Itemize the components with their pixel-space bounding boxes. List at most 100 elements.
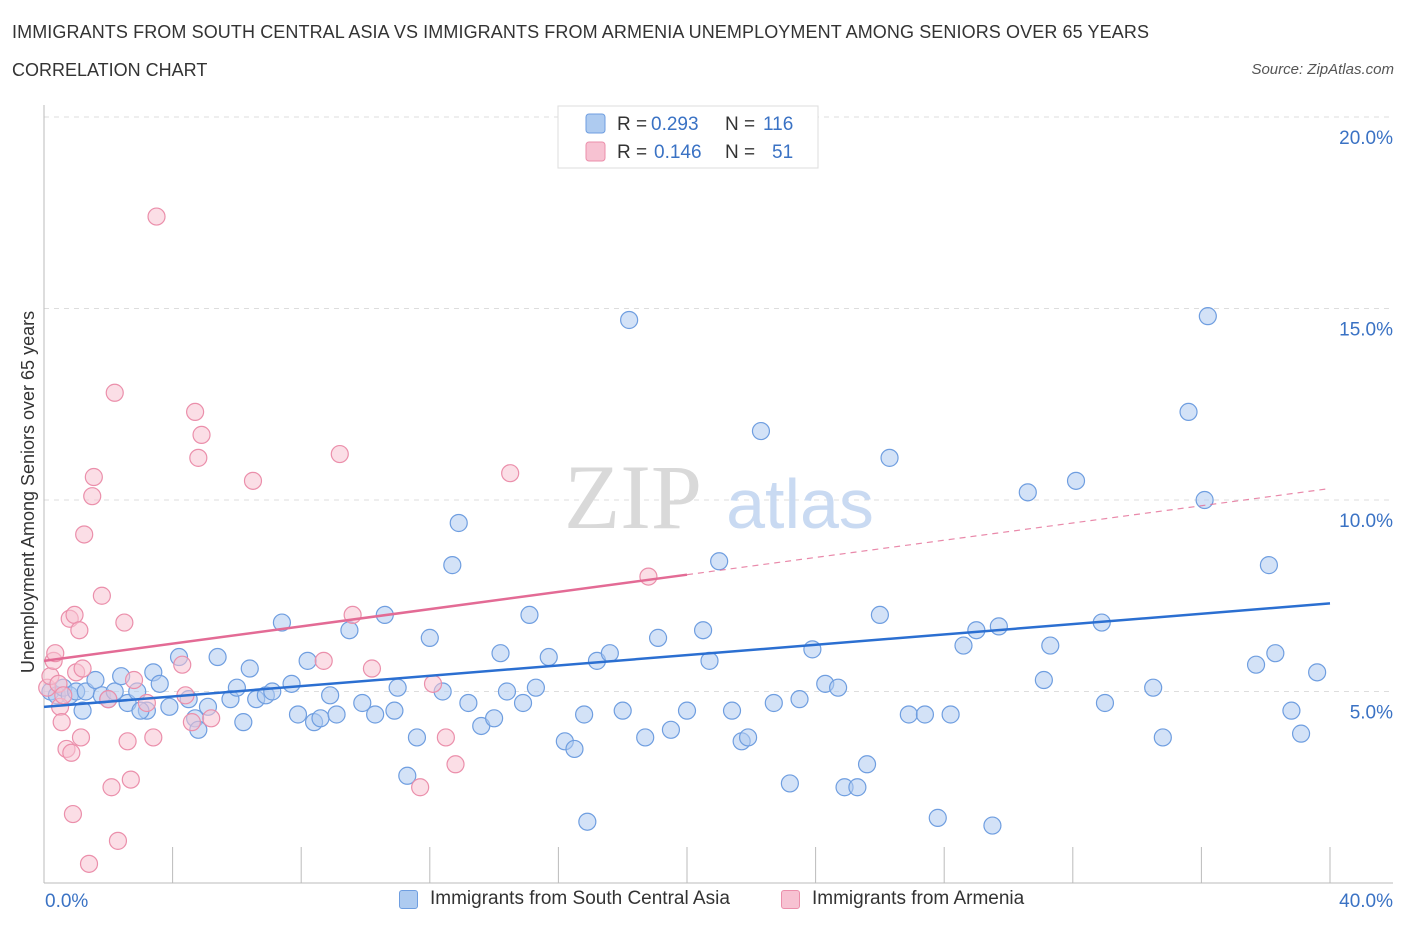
- sca-point-81: [829, 678, 848, 697]
- sca-point-25: [227, 678, 246, 697]
- armenia-point-12: [65, 605, 84, 625]
- sca-point-86: [880, 448, 899, 467]
- sca-point-35: [311, 709, 330, 728]
- legend-swatch-pink: [585, 141, 606, 162]
- sca-point-52: [491, 644, 510, 663]
- sca-point-36: [321, 686, 340, 705]
- legend-n-label-blue: N =: [725, 114, 755, 135]
- sca-point-103: [1195, 490, 1214, 510]
- sca-point-109: [1259, 556, 1279, 575]
- armenia-point-18: [79, 854, 99, 873]
- sca-point-75: [751, 421, 771, 441]
- sca-point-95: [1018, 483, 1037, 502]
- sca-point-105: [1282, 701, 1301, 720]
- armenia-point-21: [92, 586, 111, 605]
- sca-point-84: [857, 755, 877, 774]
- sca-point-45: [420, 628, 439, 647]
- sca-point-110: [1266, 644, 1285, 663]
- armenia-point-41: [314, 651, 333, 670]
- sca-point-115: [575, 705, 594, 724]
- armenia-point-49: [501, 464, 520, 483]
- sca-point-5: [73, 701, 92, 720]
- armenia-point-3: [46, 644, 65, 663]
- legend-r-value-blue: 0.293: [651, 114, 699, 135]
- sca-point-7: [86, 670, 105, 690]
- armenia-point-40: [243, 471, 263, 490]
- sca-point-32: [288, 705, 308, 724]
- sca-point-113: [240, 659, 259, 678]
- sca-point-94: [989, 617, 1008, 636]
- x-tick-label-min: 0.0%: [45, 891, 88, 912]
- correlation-legend: R = 0.293 N = 116 R = 0.146 N = 51: [557, 105, 819, 169]
- sca-point-29: [263, 682, 282, 701]
- sca-point-55: [520, 605, 539, 625]
- armenia-point-24: [105, 383, 124, 402]
- legend-n-label-pink: N =: [725, 142, 755, 163]
- sca-point-31: [282, 674, 301, 693]
- watermark-atlas: atlas: [726, 465, 874, 543]
- y-tick-labels: 5.0% 10.0% 15.0% 20.0%: [1339, 128, 1393, 724]
- watermark-zip: ZIP: [564, 446, 702, 548]
- armenia-point-10: [62, 743, 81, 762]
- sca-point-91: [954, 636, 973, 655]
- sca-point-56: [526, 678, 545, 697]
- armenia-point-37: [189, 448, 208, 467]
- sca-point-17: [160, 697, 179, 716]
- sca-point-49: [459, 693, 478, 713]
- chart-title: IMMIGRANTS FROM SOUTH CENTRAL ASIA VS IM…: [12, 22, 1150, 42]
- armenia-point-50: [639, 567, 658, 586]
- sca-point-101: [1144, 678, 1163, 697]
- sca-point-67: [661, 720, 681, 739]
- armenia-point-23: [102, 778, 121, 797]
- sca-point-62: [600, 644, 619, 663]
- sca-point-26: [234, 713, 253, 732]
- series-south-central-asia-points: [41, 307, 1327, 835]
- sca-point-65: [636, 728, 655, 747]
- sca-point-88: [915, 705, 935, 724]
- armenia-point-33: [173, 655, 192, 674]
- sca-point-60: [578, 812, 597, 831]
- sca-point-64: [620, 310, 639, 330]
- armenia-point-20: [84, 467, 103, 487]
- sca-point-16: [150, 674, 169, 693]
- armenia-point-27: [118, 732, 137, 751]
- sca-point-71: [710, 552, 729, 571]
- armenia-point-25: [108, 831, 128, 850]
- y-tick-label-5: 5.0%: [1350, 703, 1393, 724]
- sca-point-78: [790, 690, 809, 709]
- series-armenia-points: [38, 207, 658, 873]
- armenia-point-39: [202, 709, 221, 728]
- sca-point-48: [449, 513, 468, 533]
- armenia-point-6: [52, 713, 71, 732]
- sca-point-69: [693, 621, 713, 640]
- armenia-point-38: [192, 425, 211, 444]
- sca-point-97: [1041, 636, 1060, 655]
- sca-point-39: [353, 693, 372, 713]
- sca-point-43: [398, 766, 417, 785]
- sca-point-30: [272, 613, 292, 632]
- sca-point-83: [848, 778, 867, 797]
- legend-label-south-central-asia: Immigrants from South Central Asia: [430, 888, 730, 909]
- sca-point-54: [513, 693, 533, 713]
- sca-point-106: [1291, 724, 1311, 743]
- sca-point-42: [388, 678, 407, 697]
- x-tick-label-max: 40.0%: [1339, 891, 1393, 912]
- sca-point-104: [1246, 655, 1266, 674]
- sca-point-76: [764, 693, 783, 713]
- armenia-point-42: [330, 444, 349, 464]
- sca-point-89: [928, 808, 947, 827]
- sca-point-72: [722, 701, 742, 720]
- axes: [43, 105, 1393, 884]
- legend-r-label-pink: R =: [617, 142, 647, 163]
- armenia-point-16: [73, 659, 92, 678]
- x-tick-labels: 0.0% 40.0%: [45, 891, 1393, 912]
- armenia-point-45: [411, 778, 430, 797]
- armenia-point-35: [182, 713, 201, 732]
- sca-point-37: [327, 705, 346, 724]
- sca-point-102: [1153, 728, 1172, 747]
- y-tick-label-15: 15.0%: [1339, 320, 1393, 341]
- sca-point-74: [738, 728, 758, 747]
- legend-item-armenia[interactable]: Immigrants from Armenia: [781, 888, 1024, 910]
- armenia-point-47: [436, 728, 455, 747]
- legend-item-south-central-asia[interactable]: Immigrants from South Central Asia: [399, 888, 730, 910]
